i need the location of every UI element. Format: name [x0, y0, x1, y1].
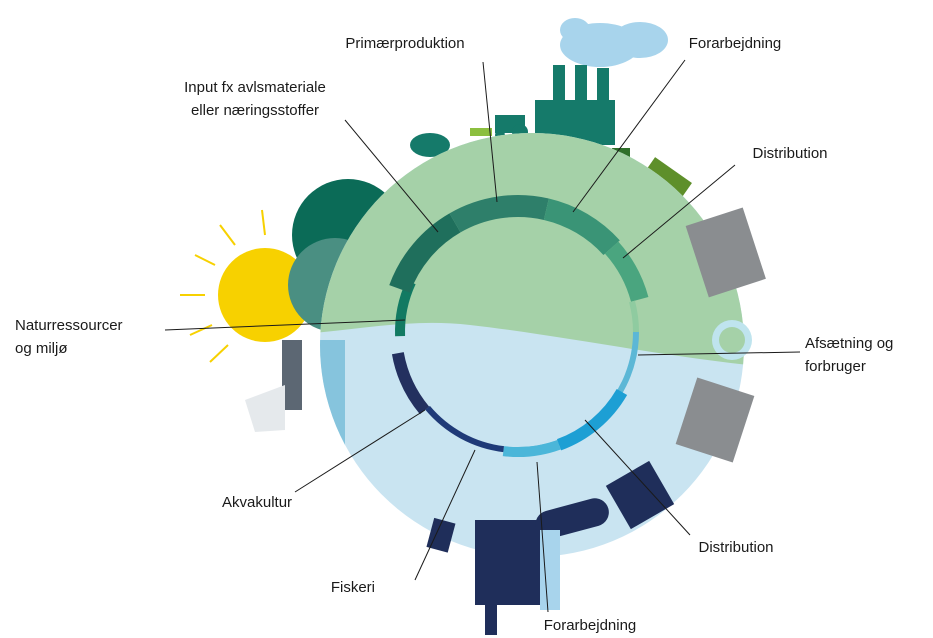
label: Akvakultur: [222, 494, 292, 511]
label: Afsætning og: [805, 335, 893, 352]
label: eller næringsstoffer: [191, 102, 319, 119]
diagram: Primærproduktion Forarbejdning Input fx av…: [0, 0, 933, 638]
label: Distribution: [698, 539, 773, 556]
label: Distribution: [752, 145, 827, 162]
label: Naturressourcer: [15, 317, 123, 334]
label: forbruger: [805, 358, 866, 375]
label: Primærproduktion: [345, 35, 464, 52]
label: Fiskeri: [331, 579, 375, 596]
label: og miljø: [15, 340, 68, 357]
label: Forarbejdning: [689, 35, 782, 52]
label: Input fx avlsmateriale: [184, 79, 326, 96]
factory-icon: [535, 18, 668, 145]
aqua-icons: [245, 340, 302, 432]
label: Forarbejdning: [544, 617, 637, 634]
